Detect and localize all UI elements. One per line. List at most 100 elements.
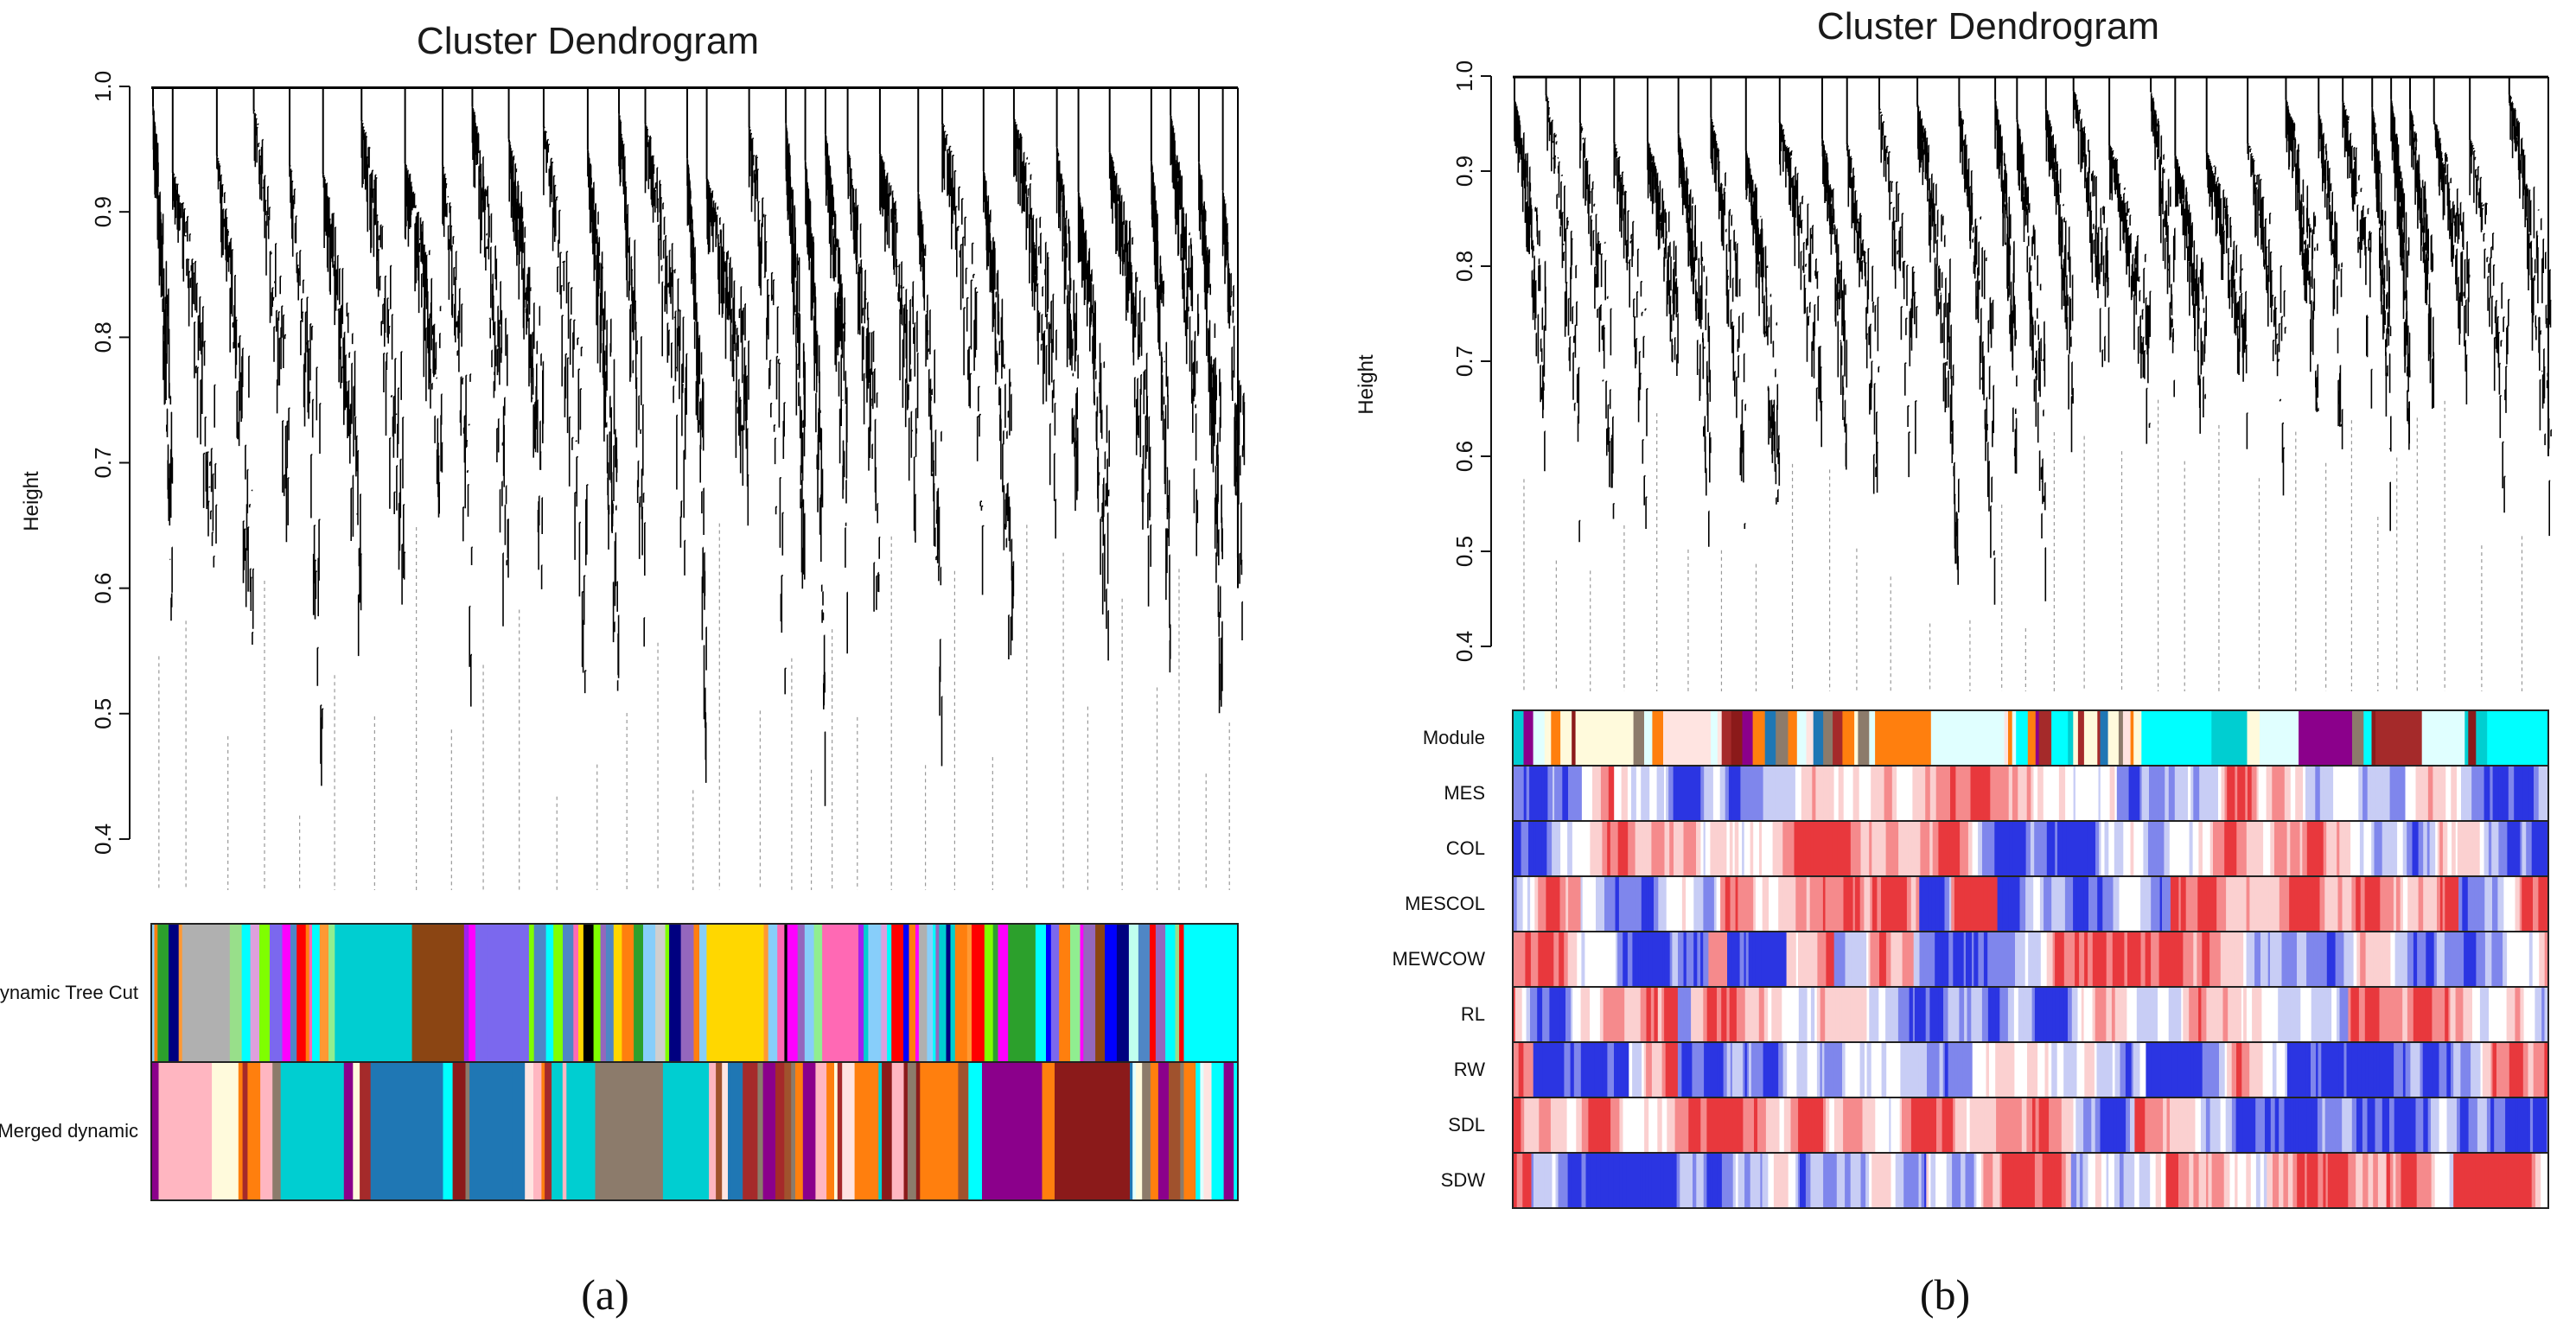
color-row-label: RW: [1454, 1059, 1485, 1080]
dendrogram-cluster: [941, 87, 985, 890]
dendrogram-cluster: [2072, 77, 2110, 691]
color-row: MES: [1444, 765, 2549, 822]
color-row-label: MEWCOW: [1392, 948, 1485, 970]
panel-a: Cluster Dendrogram 0.4 0.5 0.6 0.7 0.8 0.9 1.0…: [0, 20, 1246, 1319]
y-tick-label: 1.0: [90, 71, 116, 102]
color-row-label: Merged dynamic: [0, 1120, 138, 1142]
dendrogram-cluster: [2409, 77, 2435, 691]
color-row: Dynamic Tree Cut: [0, 923, 1239, 1063]
dendrogram-cluster: [685, 87, 707, 890]
dendrogram-cluster: [2390, 77, 2411, 691]
dendrogram-cluster: [785, 87, 806, 890]
color-row-label: SDW: [1441, 1169, 1486, 1191]
dendrogram-cluster: [824, 87, 848, 890]
dendrogram-cluster: [878, 87, 919, 890]
y-tick-label: 0.8: [90, 321, 116, 353]
dendrogram-cluster: [2174, 77, 2207, 691]
color-row-label: SDL: [1448, 1114, 1485, 1136]
dendrogram-cluster: [1820, 77, 1848, 691]
color-row: COL: [1446, 820, 2549, 877]
dendrogram-cluster: [1055, 87, 1079, 890]
dendrogram-cluster: [2342, 77, 2373, 691]
dendrogram-cluster: [1077, 87, 1110, 890]
dendrogram-cluster: [2371, 77, 2392, 691]
y-tick-label: 0.4: [90, 824, 116, 855]
dendrogram-cluster: [1613, 77, 1648, 691]
color-row-label: MES: [1444, 782, 1485, 804]
y-tick-label: 0.7: [1451, 346, 1477, 377]
dendrogram-cluster: [1744, 77, 1781, 691]
panel-b-label: (b): [1920, 1270, 1970, 1319]
dendrogram-cluster: [404, 87, 443, 890]
dendrogram-cluster: [215, 87, 254, 890]
dendrogram-cluster: [2247, 77, 2286, 691]
dendrogram-cluster: [1514, 77, 1546, 691]
panel-b-y-axis: 0.4 0.5 0.6 0.7 0.8 0.9 1.0: [1451, 60, 1492, 662]
panel-b-title: Cluster Dendrogram: [1817, 5, 2159, 48]
y-tick-label: 0.4: [1451, 631, 1477, 662]
dendrogram-cluster: [507, 87, 545, 890]
dendrogram-cluster: [2044, 77, 2074, 691]
dendrogram-cluster: [152, 87, 174, 890]
dendrogram-cluster: [2150, 77, 2176, 691]
dendrogram-cluster: [982, 87, 1015, 890]
dendrogram-cluster: [644, 87, 688, 890]
dendrogram-cluster: [1108, 87, 1152, 890]
dendrogram-cluster: [2285, 77, 2319, 691]
color-row: SDL: [1448, 1097, 2549, 1154]
panel-a-color-rows: Dynamic Tree Cut Merged dynamic: [0, 923, 1239, 1201]
dendrogram-cluster: [1221, 87, 1246, 890]
panel-a-label: (a): [581, 1270, 629, 1319]
dendrogram-cluster: [1150, 87, 1171, 890]
dendrogram-cluster: [252, 87, 290, 890]
dendrogram-cluster: [2433, 77, 2471, 691]
color-row: MESCOL: [1405, 875, 2549, 932]
dendrogram-cluster: [1878, 77, 1918, 691]
y-tick-label: 1.0: [1451, 60, 1477, 92]
color-row: RW: [1454, 1041, 2549, 1098]
dendrogram-cluster: [1578, 77, 1615, 691]
panel-a-y-label: Height: [20, 471, 43, 531]
y-tick-label: 0.7: [90, 447, 116, 478]
y-tick-label: 0.8: [1451, 251, 1477, 282]
dendrogram-cluster: [1958, 77, 1996, 691]
color-row: MEWCOW: [1392, 931, 2549, 988]
dendrogram-cluster: [1710, 77, 1747, 691]
dendrogram-cluster: [2469, 77, 2510, 691]
dendrogram-cluster: [2318, 77, 2343, 691]
dendrogram-cluster: [618, 87, 646, 890]
panel-a-dendrogram: [151, 86, 1246, 890]
dendrogram-cluster: [1646, 77, 1679, 691]
dendrogram-cluster: [917, 87, 943, 890]
dendrogram-cluster: [442, 87, 473, 890]
dendrogram-cluster: [289, 87, 324, 890]
dendrogram-cluster: [1170, 87, 1200, 890]
panel-a-y-axis: 0.4 0.5 0.6 0.7 0.8 0.9 1.0: [90, 71, 131, 855]
dendrogram-cluster: [804, 87, 826, 890]
color-row-label: Module: [1423, 727, 1485, 748]
dendrogram-cluster: [1778, 77, 1823, 691]
dendrogram-cluster: [1677, 77, 1712, 691]
dendrogram-cluster: [846, 87, 881, 890]
color-row: SDW: [1441, 1152, 2549, 1209]
dendrogram-cluster: [748, 87, 787, 890]
color-row: RL: [1461, 986, 2549, 1043]
y-tick-label: 0.5: [1451, 536, 1477, 567]
dendrogram-cluster: [1994, 77, 2018, 691]
dendrogram-cluster: [2108, 77, 2152, 691]
y-tick-label: 0.9: [1451, 156, 1477, 187]
color-row-label: MESCOL: [1405, 893, 1485, 914]
dendrogram-cluster: [1916, 77, 1960, 691]
color-row-frame: [1512, 1152, 2549, 1209]
panel-a-title: Cluster Dendrogram: [417, 20, 759, 62]
dendrogram-cluster: [542, 87, 589, 890]
color-row-label: COL: [1446, 837, 1485, 859]
color-row-label: Dynamic Tree Cut: [0, 982, 138, 1003]
dendrogram-cluster: [360, 87, 406, 890]
color-row-frame: [150, 1061, 1239, 1201]
y-tick-label: 0.9: [90, 196, 116, 227]
dendrogram-cluster: [2205, 77, 2248, 691]
color-row: Module: [1423, 709, 2549, 767]
